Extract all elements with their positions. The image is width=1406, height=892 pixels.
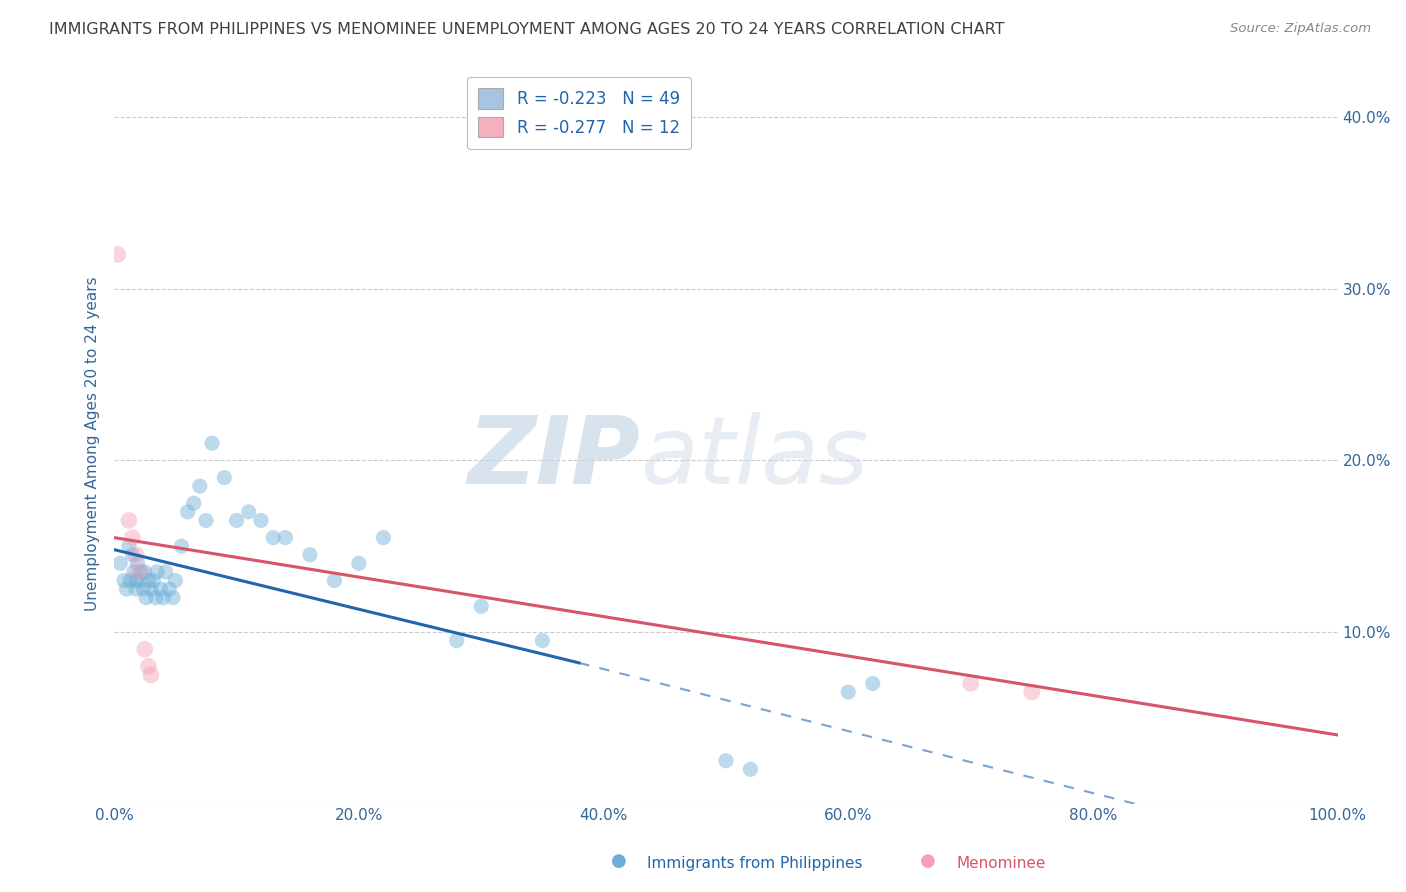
Point — [446, 633, 468, 648]
Point — [107, 247, 129, 261]
Point — [323, 574, 346, 588]
Point — [127, 557, 149, 571]
Legend: R = -0.223   N = 49, R = -0.277   N = 12: R = -0.223 N = 49, R = -0.277 N = 12 — [467, 77, 692, 149]
Point — [128, 574, 150, 588]
Point — [112, 574, 135, 588]
Point — [274, 531, 297, 545]
Point — [262, 531, 284, 545]
Point — [188, 479, 211, 493]
Point — [139, 668, 162, 682]
Point — [134, 565, 156, 579]
Point — [118, 513, 141, 527]
Point — [128, 565, 150, 579]
Point — [134, 642, 156, 657]
Point — [152, 591, 174, 605]
Point — [740, 762, 762, 776]
Point — [125, 548, 148, 562]
Point — [155, 565, 177, 579]
Point — [129, 565, 152, 579]
Point — [862, 676, 884, 690]
Point — [347, 557, 370, 571]
Text: Source: ZipAtlas.com: Source: ZipAtlas.com — [1230, 22, 1371, 36]
Text: IMMIGRANTS FROM PHILIPPINES VS MENOMINEE UNEMPLOYMENT AMONG AGES 20 TO 24 YEARS : IMMIGRANTS FROM PHILIPPINES VS MENOMINEE… — [49, 22, 1005, 37]
Point — [142, 574, 165, 588]
Point — [162, 591, 184, 605]
Point — [470, 599, 492, 614]
Point — [298, 548, 321, 562]
Point — [138, 574, 160, 588]
Point — [120, 574, 142, 588]
Point — [165, 574, 187, 588]
Point — [115, 582, 138, 596]
Point — [170, 539, 193, 553]
Text: ●: ● — [920, 852, 936, 870]
Point — [157, 582, 180, 596]
Point — [373, 531, 395, 545]
Point — [176, 505, 198, 519]
Point — [110, 557, 132, 571]
Point — [183, 496, 205, 510]
Point — [118, 539, 141, 553]
Point — [122, 565, 145, 579]
Point — [837, 685, 859, 699]
Text: Menominee: Menominee — [956, 855, 1046, 871]
Point — [250, 513, 273, 527]
Text: atlas: atlas — [640, 412, 869, 503]
Point — [214, 470, 236, 484]
Point — [138, 659, 160, 673]
Text: ●: ● — [610, 852, 627, 870]
Point — [531, 633, 554, 648]
Point — [1021, 685, 1043, 699]
Point — [194, 513, 217, 527]
Text: ZIP: ZIP — [467, 411, 640, 504]
Point — [714, 754, 737, 768]
Point — [201, 436, 224, 450]
Point — [225, 513, 247, 527]
Point — [149, 582, 172, 596]
Point — [125, 582, 148, 596]
Point — [959, 676, 981, 690]
Point — [125, 574, 148, 588]
Point — [145, 591, 167, 605]
Point — [121, 531, 143, 545]
Point — [135, 591, 157, 605]
Text: Immigrants from Philippines: Immigrants from Philippines — [647, 855, 862, 871]
Point — [139, 582, 162, 596]
Point — [121, 548, 143, 562]
Point — [146, 565, 169, 579]
Y-axis label: Unemployment Among Ages 20 to 24 years: Unemployment Among Ages 20 to 24 years — [86, 276, 100, 610]
Point — [132, 582, 155, 596]
Point — [238, 505, 260, 519]
